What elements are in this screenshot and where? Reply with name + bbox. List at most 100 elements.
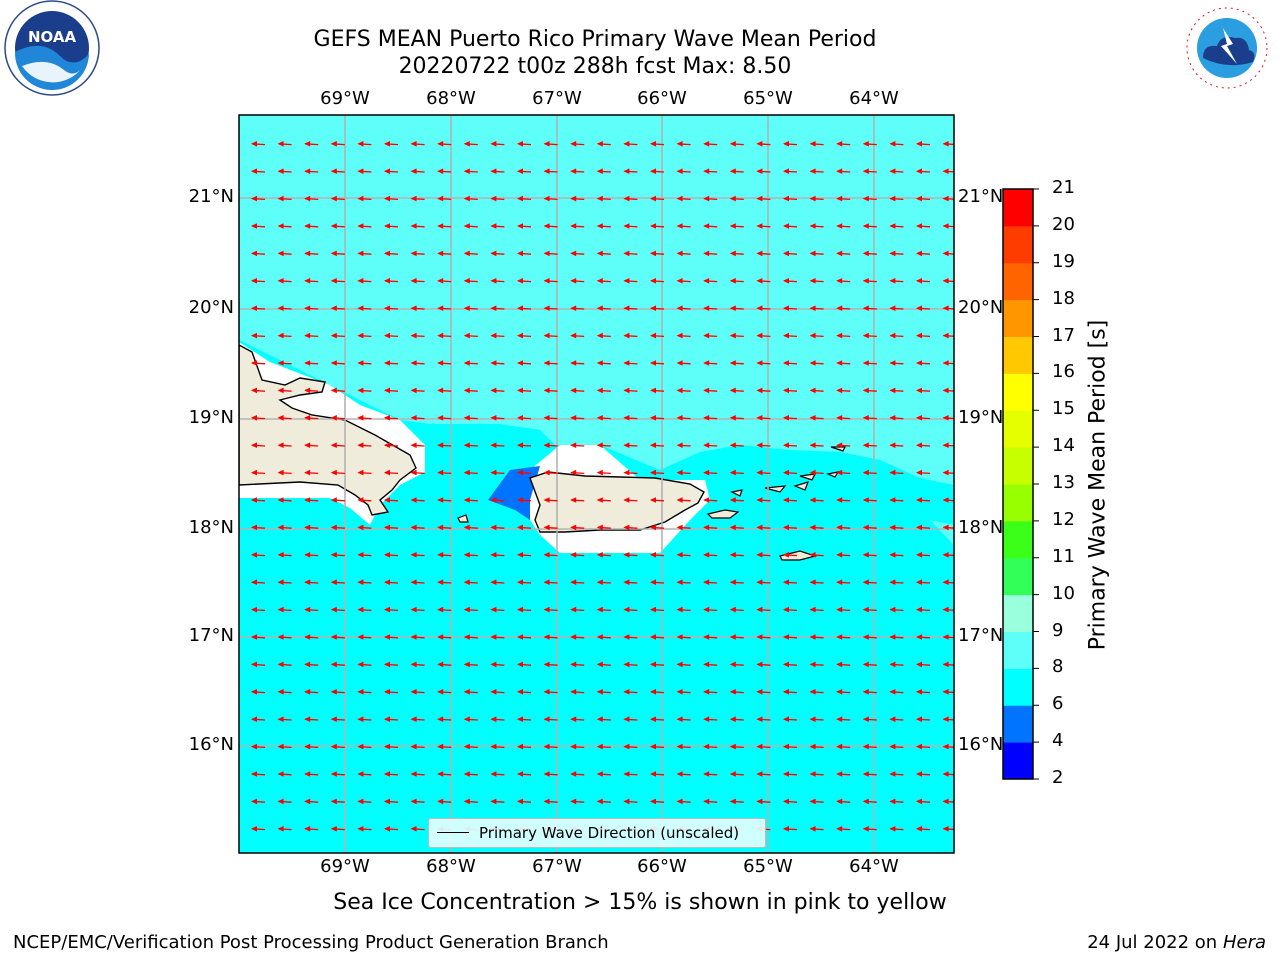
lon-top-label: 69°W xyxy=(320,88,370,109)
wave-arrow xyxy=(304,195,319,202)
wave-arrow xyxy=(251,223,266,229)
colorbar-tick-label: 10 xyxy=(1052,582,1075,604)
wave-arrow xyxy=(543,743,558,750)
wave-arrow xyxy=(729,415,744,421)
wave-arrow xyxy=(942,689,954,695)
wave-arrow xyxy=(330,305,345,311)
map-legend: Primary Wave Direction (unscaled) xyxy=(428,818,766,848)
wave-arrow xyxy=(676,771,691,777)
wave-arrow xyxy=(942,798,954,805)
wave-arrow xyxy=(862,442,877,448)
wave-arrow xyxy=(251,305,266,311)
wave-arrow xyxy=(676,223,691,229)
wave-arrow xyxy=(543,250,558,257)
wave-arrow xyxy=(517,387,532,394)
wave-arrow xyxy=(463,743,478,750)
footer-machine: Hera xyxy=(1222,932,1266,953)
wave-arrow xyxy=(463,579,478,585)
wave-arrow xyxy=(783,195,798,202)
wave-arrow xyxy=(304,689,319,695)
wave-arrow xyxy=(517,141,532,147)
wave-arrow xyxy=(650,415,665,421)
wave-arrow xyxy=(570,524,585,531)
wave-arrow xyxy=(410,524,425,531)
wave-arrow xyxy=(729,250,744,257)
wave-arrow xyxy=(517,689,532,695)
wave-arrow xyxy=(357,634,372,640)
wave-arrow xyxy=(437,716,452,722)
colorbar-segment xyxy=(1003,410,1033,448)
wave-arrow xyxy=(916,634,931,640)
wave-arrow xyxy=(836,552,851,558)
wave-arrow xyxy=(916,579,931,585)
wave-arrow xyxy=(437,168,452,174)
wave-arrow xyxy=(650,524,665,531)
wave-arrow xyxy=(942,195,954,202)
wave-arrow xyxy=(596,716,611,722)
wave-arrow xyxy=(756,223,771,229)
wave-arrow xyxy=(809,689,824,695)
wave-arrow xyxy=(676,250,691,257)
wave-arrow xyxy=(862,661,877,668)
wave-arrow xyxy=(783,305,798,311)
wave-arrow xyxy=(623,579,638,585)
wave-arrow xyxy=(650,195,665,202)
wave-arrow xyxy=(809,332,824,339)
wave-arrow xyxy=(756,743,771,750)
wave-arrow xyxy=(729,552,744,558)
lon-top-label: 66°W xyxy=(637,88,687,109)
wave-arrow xyxy=(357,606,372,613)
wave-arrow xyxy=(809,579,824,585)
wave-arrow xyxy=(916,826,931,832)
wave-arrow xyxy=(543,360,558,366)
wave-arrow xyxy=(889,743,904,750)
wave-arrow xyxy=(623,141,638,147)
wave-arrow xyxy=(570,141,585,147)
lon-bottom-label: 67°W xyxy=(532,856,582,877)
wave-arrow xyxy=(703,552,718,558)
wave-arrow xyxy=(543,661,558,668)
wave-arrow xyxy=(836,661,851,668)
wave-arrow xyxy=(783,771,798,777)
wave-arrow xyxy=(809,168,824,174)
wave-arrow xyxy=(783,469,798,476)
wave-arrow xyxy=(650,771,665,777)
wave-arrow xyxy=(889,606,904,613)
wave-arrow xyxy=(543,579,558,585)
wave-arrow xyxy=(729,524,744,531)
wave-arrow xyxy=(330,497,345,503)
wave-arrow xyxy=(304,250,319,257)
wave-arrow xyxy=(384,168,399,174)
wave-arrow xyxy=(437,223,452,229)
wave-arrow xyxy=(862,141,877,147)
wave-arrow xyxy=(517,332,532,339)
wave-arrow xyxy=(543,332,558,339)
wave-arrow xyxy=(783,141,798,147)
wave-arrow xyxy=(623,195,638,202)
wave-arrow xyxy=(330,278,345,284)
wave-arrow xyxy=(517,579,532,585)
wave-arrow xyxy=(703,168,718,174)
wave-arrow xyxy=(809,716,824,722)
wave-arrow xyxy=(463,360,478,366)
wave-arrow xyxy=(596,524,611,531)
lat-left-label: 20°N xyxy=(188,297,234,318)
wave-arrow xyxy=(889,223,904,229)
wave-arrow xyxy=(517,771,532,777)
wave-arrow xyxy=(703,250,718,257)
wave-arrow xyxy=(862,743,877,750)
wave-arrow xyxy=(862,250,877,257)
wave-arrow xyxy=(570,798,585,805)
wave-arrow xyxy=(703,497,718,503)
wave-arrow xyxy=(623,552,638,558)
wave-arrow xyxy=(330,141,345,147)
wave-arrow xyxy=(384,332,399,339)
wave-arrow xyxy=(410,689,425,695)
wave-arrow xyxy=(384,771,399,777)
wave-arrow xyxy=(703,469,718,476)
wave-arrow xyxy=(623,442,638,448)
wave-arrow xyxy=(570,661,585,668)
wave-arrow xyxy=(570,168,585,174)
wave-arrow xyxy=(703,606,718,613)
wave-arrow xyxy=(570,332,585,339)
